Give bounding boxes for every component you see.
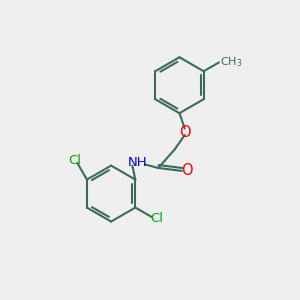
Text: Cl: Cl — [68, 154, 82, 166]
Text: O: O — [181, 164, 193, 178]
Text: O: O — [179, 124, 191, 140]
Text: CH$_3$: CH$_3$ — [220, 56, 243, 69]
Text: NH: NH — [128, 156, 147, 169]
Text: Cl: Cl — [150, 212, 163, 225]
